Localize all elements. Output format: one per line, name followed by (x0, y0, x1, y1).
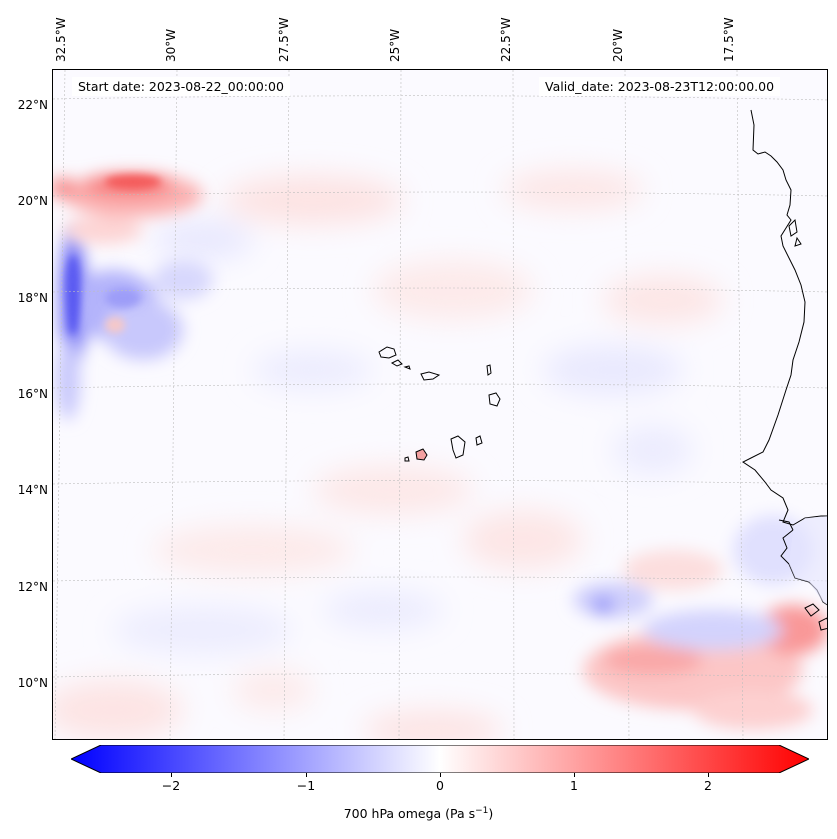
valid-date-label: Valid_date: 2023-08-23T12:00:00.00 (539, 77, 781, 96)
start-date-label: Start date: 2023-08-22_00:00:00 (72, 77, 290, 96)
lat-label-22n: 22°N (17, 98, 48, 112)
cb-tick-0: 0 (436, 778, 444, 793)
cb-tickmark-neg1 (306, 773, 307, 777)
lon-label-25w: 25°W (388, 28, 402, 62)
lon-label-22-5w: 22.5°W (499, 17, 513, 62)
graticule (53, 70, 827, 739)
cb-tickmark-0 (440, 773, 441, 777)
cb-tick-neg1: −1 (296, 778, 316, 793)
cb-tickmark-neg2 (171, 773, 172, 777)
lat-label-18n: 18°N (17, 291, 48, 305)
colorbar (69, 744, 811, 774)
lon-label-30w: 30°W (164, 28, 178, 62)
cb-tick-1: 1 (570, 778, 578, 793)
cape-verde-islands (378, 346, 501, 462)
lat-label-20n: 20°N (17, 194, 48, 208)
colorbar-label: 700 hPa omega (Pa s−1) (343, 806, 494, 822)
lat-label-14n: 14°N (17, 483, 48, 497)
map-panel (52, 69, 828, 740)
lat-label-16n: 16°N (17, 387, 48, 401)
lon-label-32-5w: 32.5°W (54, 17, 68, 62)
lat-label-10n: 10°N (17, 676, 48, 690)
africa-coastline (742, 109, 827, 526)
omega-field-map (53, 70, 827, 739)
faint-field-patches (53, 170, 723, 739)
lon-label-17-5w: 17.5°W (722, 17, 736, 62)
mixed-region-southeast (573, 515, 827, 730)
lon-label-20w: 20°W (611, 28, 625, 62)
cb-tick-2: 2 (704, 778, 712, 793)
cb-tickmark-1 (574, 773, 575, 777)
cb-tickmark-2 (708, 773, 709, 777)
lat-label-12n: 12°N (17, 580, 48, 594)
cb-tick-neg2: −2 (161, 778, 181, 793)
lon-label-27-5w: 27.5°W (277, 17, 291, 62)
colorbar-gradient (69, 744, 811, 774)
ascent-region-west (56, 230, 213, 420)
